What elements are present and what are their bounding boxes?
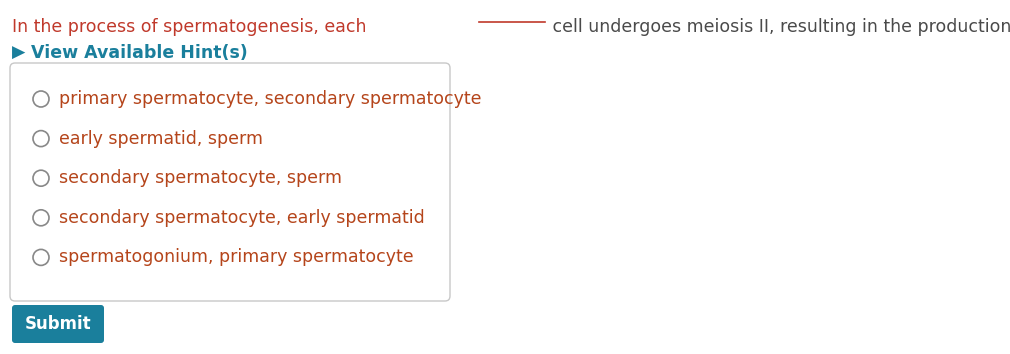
Text: cell undergoes meiosis II, resulting in the production of two: cell undergoes meiosis II, resulting in …	[547, 18, 1010, 36]
FancyBboxPatch shape	[12, 305, 104, 343]
Text: secondary spermatocyte, sperm: secondary spermatocyte, sperm	[59, 169, 342, 187]
Text: In the process of spermatogenesis, each: In the process of spermatogenesis, each	[12, 18, 372, 36]
Text: spermatogonium, primary spermatocyte: spermatogonium, primary spermatocyte	[59, 249, 414, 267]
Text: primary spermatocyte, secondary spermatocyte: primary spermatocyte, secondary spermato…	[59, 90, 482, 108]
Text: ▶: ▶	[12, 44, 25, 62]
Text: Submit: Submit	[24, 315, 91, 333]
Text: secondary spermatocyte, early spermatid: secondary spermatocyte, early spermatid	[59, 209, 425, 227]
FancyBboxPatch shape	[10, 63, 450, 301]
Text: View Available Hint(s): View Available Hint(s)	[25, 44, 247, 62]
Text: early spermatid, sperm: early spermatid, sperm	[59, 130, 263, 148]
